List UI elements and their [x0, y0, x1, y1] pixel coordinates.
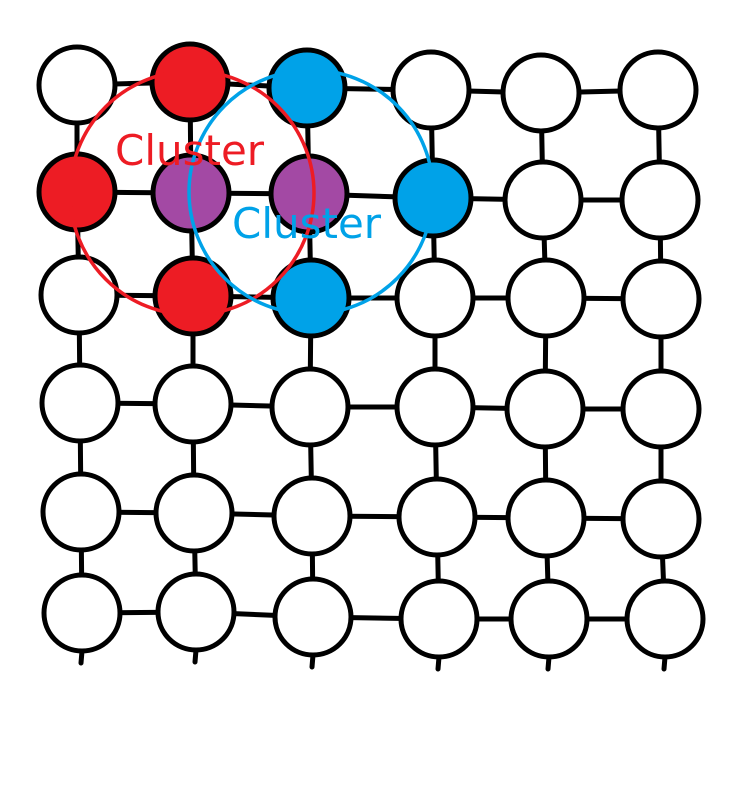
red-cluster-ring: [68, 69, 316, 317]
grid-node: [394, 366, 476, 448]
grid-node: [38, 254, 120, 336]
grid-node: [398, 578, 480, 660]
grid-node: [155, 571, 237, 653]
grid-node: [505, 257, 587, 339]
overlap-grid-node: [150, 152, 232, 234]
red-grid-node: [149, 41, 231, 123]
blue-cluster-ring: [187, 68, 435, 316]
grid-node: [40, 471, 122, 553]
cluster-labels: Cluster Cluster: [115, 126, 382, 248]
grid-node: [504, 368, 586, 450]
grid-node: [269, 366, 351, 448]
grid-node: [620, 478, 702, 560]
grid-node: [152, 363, 234, 445]
grid-node: [620, 368, 702, 450]
blue-grid-node: [266, 47, 348, 129]
grid-node: [396, 476, 478, 558]
red-grid-node: [152, 255, 234, 337]
blue-cluster-label: Cluster: [232, 199, 382, 248]
grid-node: [390, 49, 472, 131]
blue-grid-node: [270, 257, 352, 339]
grid-node: [619, 159, 701, 241]
red-cluster-label: Cluster: [115, 126, 265, 175]
grid-node: [617, 49, 699, 131]
grid-node: [502, 159, 584, 241]
grid-node: [394, 257, 476, 339]
grid-node: [41, 572, 123, 654]
grid-nodes: [36, 41, 706, 660]
grid-node: [271, 475, 353, 557]
grid-node: [620, 258, 702, 340]
red-grid-node: [36, 151, 118, 233]
grid-node: [624, 578, 706, 660]
grid-node: [272, 576, 354, 658]
cluster-rings: [68, 68, 435, 317]
grid-node: [505, 477, 587, 559]
grid-node: [508, 578, 590, 660]
grid-node: [153, 472, 235, 554]
grid-node: [36, 44, 118, 126]
grid-node: [500, 52, 582, 134]
grid-node: [39, 362, 121, 444]
